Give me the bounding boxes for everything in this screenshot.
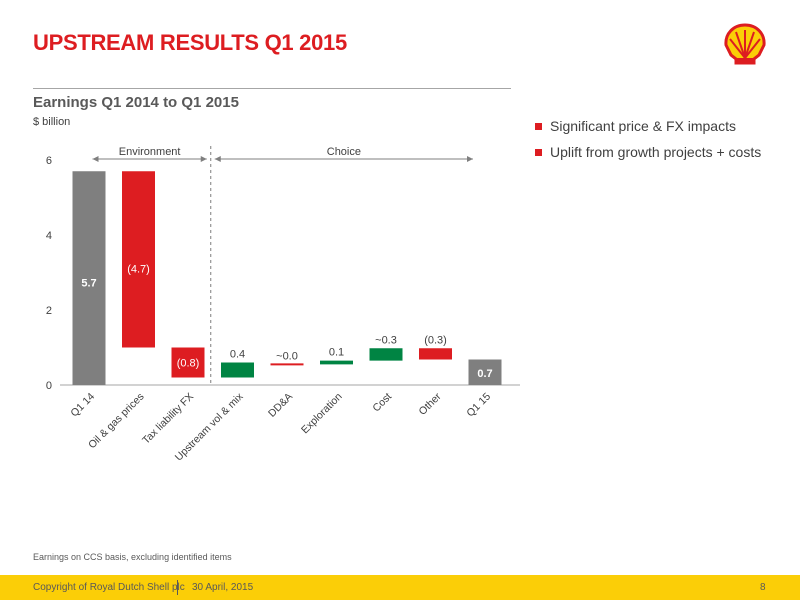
group-arrow-head-left bbox=[214, 156, 221, 162]
y-tick-label: 0 bbox=[46, 380, 52, 392]
waterfall-bar bbox=[221, 362, 254, 378]
data-label: (4.7) bbox=[127, 264, 150, 276]
waterfall-bar bbox=[171, 347, 205, 378]
footnote: Earnings on CCS basis, excluding identif… bbox=[33, 552, 232, 562]
waterfall-bar bbox=[72, 171, 106, 385]
bullet-point: Uplift from growth projects + costs bbox=[535, 142, 775, 163]
waterfall-bar bbox=[419, 348, 452, 360]
shell-logo-icon bbox=[724, 23, 766, 65]
footer-date: 30 April, 2015 bbox=[192, 582, 254, 593]
key-points-list: Significant price & FX impacts Uplift fr… bbox=[535, 116, 775, 168]
data-label: ~0.0 bbox=[276, 350, 298, 362]
x-tick-label: DD&A bbox=[266, 391, 295, 420]
x-tick-label: Q1 14 bbox=[68, 391, 97, 420]
copyright-text: Copyright of Royal Dutch Shell plc bbox=[33, 582, 185, 593]
group-arrow-head-right bbox=[467, 156, 473, 162]
x-tick-label: Q1 15 bbox=[464, 391, 493, 420]
waterfall-bar bbox=[122, 171, 155, 348]
waterfall-bar bbox=[369, 348, 403, 361]
x-tick-label: Exploration bbox=[299, 391, 345, 437]
y-tick-label: 6 bbox=[46, 155, 52, 167]
data-label: 0.1 bbox=[329, 347, 344, 359]
footer-bar: Copyright of Royal Dutch Shell plc 30 Ap… bbox=[0, 575, 800, 600]
data-label: (0.3) bbox=[424, 334, 447, 346]
x-tick-label: Cost bbox=[370, 391, 394, 415]
y-tick-label: 4 bbox=[46, 230, 52, 242]
bullet-point: Significant price & FX impacts bbox=[535, 116, 775, 137]
data-label: (0.8) bbox=[177, 358, 200, 370]
group-arrow-head-left bbox=[92, 156, 99, 162]
data-label: 0.7 bbox=[477, 368, 492, 380]
waterfall-bar bbox=[320, 360, 353, 365]
data-label: ~0.3 bbox=[375, 334, 397, 346]
group-label: Choice bbox=[327, 146, 361, 158]
x-tick-label: Tax liability FX bbox=[140, 391, 196, 447]
waterfall-bar bbox=[270, 363, 304, 366]
footer-separator bbox=[177, 580, 178, 595]
data-label: 5.7 bbox=[81, 278, 96, 290]
waterfall-chart: 0 2 4 6 Environment Choice 5.7 (4.7) (0.8) 0.4 ~0.… bbox=[46, 146, 520, 463]
x-tick-label: Other bbox=[417, 390, 444, 417]
units-label: $ billion bbox=[33, 116, 71, 128]
data-label: 0.4 bbox=[230, 349, 245, 361]
page-number: 8 bbox=[760, 582, 766, 593]
waterfall-bar bbox=[468, 359, 502, 385]
title-divider bbox=[33, 88, 511, 89]
y-tick-label: 2 bbox=[46, 305, 52, 317]
slide-title: UPSTREAM RESULTS Q1 2015 bbox=[33, 30, 347, 55]
chart-subtitle: Earnings Q1 2014 to Q1 2015 bbox=[33, 94, 239, 111]
group-label: Environment bbox=[119, 146, 181, 158]
group-arrow-head-right bbox=[200, 156, 207, 162]
